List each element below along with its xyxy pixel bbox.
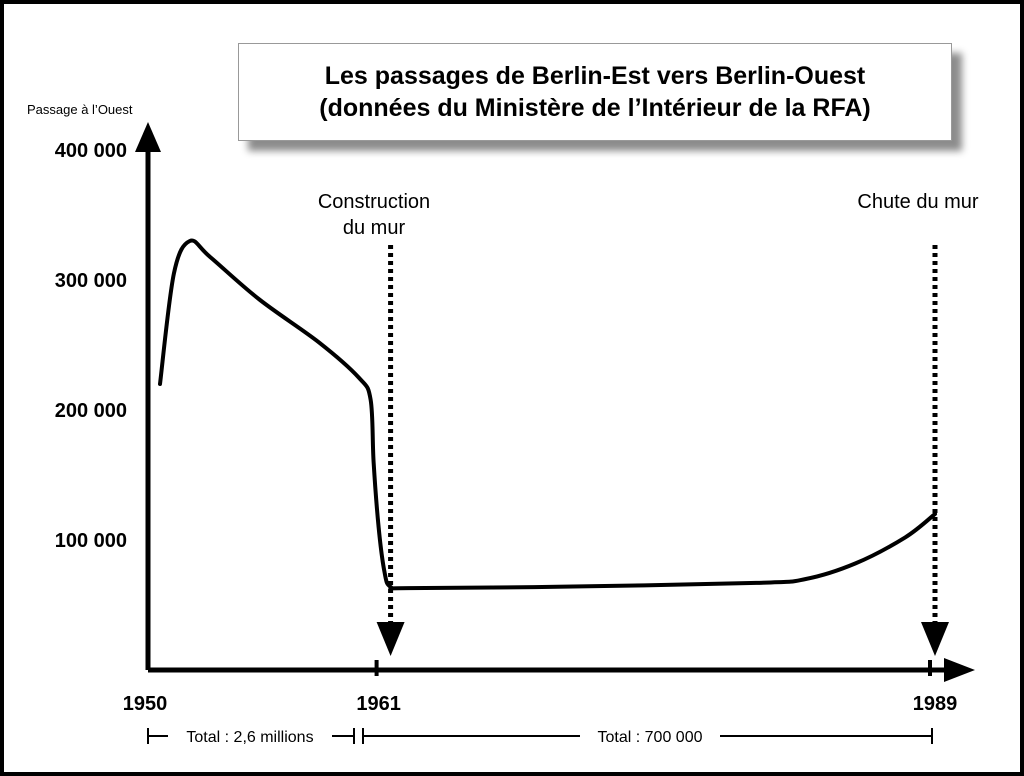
y-tick-label: 200 000 <box>55 400 127 422</box>
chart-title-box: Les passages de Berlin-Est vers Berlin-O… <box>238 43 952 141</box>
period-totals: Total : 2,6 millions Total : 700 000 <box>147 728 933 746</box>
series-layer <box>158 238 937 591</box>
total-label: Total : 700 000 <box>598 729 703 746</box>
series-line <box>158 238 937 591</box>
chart-subtitle: (données du Ministère de l’Intérieur de … <box>319 94 871 122</box>
event-label: du mur <box>343 217 406 239</box>
event-annotations: Construction du mur Chute du mur <box>318 191 979 656</box>
event-arrow-icon <box>376 622 405 656</box>
x-axis-arrow-icon <box>944 658 975 682</box>
y-tick-label: 400 000 <box>55 140 127 162</box>
y-axis-arrow-icon <box>135 122 161 152</box>
x-tick-label: 1961 <box>356 693 401 715</box>
x-tick-label: 1989 <box>913 693 958 715</box>
x-tick-labels: 1950 1961 1989 <box>123 660 958 715</box>
event-arrow-icon <box>921 622 949 656</box>
total-label: Total : 2,6 millions <box>186 729 313 746</box>
y-tick-labels: 100 000 200 000 300 000 400 000 <box>55 140 127 552</box>
y-axis-label: Passage à l’Ouest <box>27 102 133 117</box>
x-tick-label: 1950 <box>123 693 168 715</box>
chart-title: Les passages de Berlin-Est vers Berlin-O… <box>324 62 866 90</box>
y-tick-label: 100 000 <box>55 530 127 552</box>
event-label: Chute du mur <box>857 191 979 213</box>
y-tick-label: 300 000 <box>55 270 127 292</box>
event-label: Construction <box>318 191 430 213</box>
